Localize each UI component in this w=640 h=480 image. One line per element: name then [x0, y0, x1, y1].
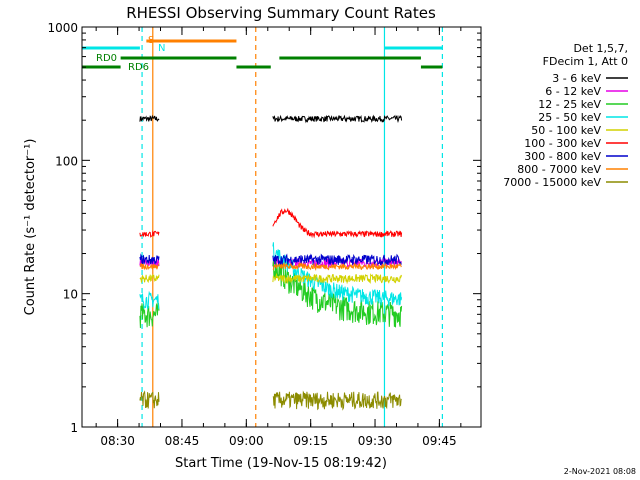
x-axis-label: Start Time (19-Nov-15 08:19:42) [175, 456, 387, 471]
legend-label: 300 - 800 keV [524, 150, 601, 163]
legend-label: 6 - 12 keV [545, 85, 601, 98]
series-line [272, 390, 402, 411]
flag-label-n: N [158, 43, 165, 54]
legend-label: 3 - 6 keV [552, 72, 601, 85]
x-axis-ticks: 08:30 08:45 09:00 09:15 09:30 09:45 [95, 27, 462, 448]
legend-label: 12 - 25 keV [538, 98, 601, 111]
x-tick-label: 08:45 [165, 434, 200, 448]
series-line [272, 253, 402, 266]
x-tick-label: 09:00 [229, 434, 264, 448]
series-line [139, 290, 160, 310]
x-tick-label: 09:45 [422, 434, 457, 448]
y-axis-label: Count Rate (s⁻¹ detector⁻¹) [23, 139, 38, 316]
y-tick-label: 10 [63, 288, 78, 302]
x-tick-label: 09:15 [293, 434, 328, 448]
x-tick-label: 08:30 [100, 434, 135, 448]
series-line [272, 207, 403, 239]
series-line [139, 230, 160, 238]
legend-label: 25 - 50 keV [538, 111, 601, 124]
series-line [272, 258, 403, 328]
series-line [139, 390, 160, 409]
y-tick-label: 1000 [47, 21, 78, 35]
x-tick-label: 09:30 [358, 434, 393, 448]
y-tick-label: 100 [55, 154, 78, 168]
legend-header-line-2: FDecim 1, Att 0 [543, 55, 628, 68]
plot-frame [81, 26, 482, 428]
series-lines [139, 114, 403, 411]
flag-label-rd6: RD6 [128, 62, 149, 73]
flag-label-rd0: RD0 [96, 53, 117, 64]
series-line [272, 114, 403, 124]
series-line [272, 261, 402, 272]
series-line [272, 242, 403, 307]
series-line [272, 272, 403, 285]
series-line [139, 263, 160, 271]
series-line [139, 273, 160, 284]
flag-bars [82, 39, 443, 69]
legend-label: 7000 - 15000 keV [503, 176, 601, 189]
footer-timestamp: 2-Nov-2021 08:08 [564, 467, 636, 476]
series-line [139, 253, 160, 267]
legend-label: 100 - 300 keV [524, 137, 601, 150]
y-axis-ticks: 1 10 100 1000 [47, 21, 481, 435]
flag-label-s: S [148, 35, 154, 46]
series-line [139, 114, 160, 122]
legend-label: 50 - 100 keV [531, 124, 601, 137]
legend-header-line-1: Det 1,5,7, [573, 42, 628, 55]
chart-title: RHESSI Observing Summary Count Rates [126, 4, 436, 22]
legend-label: 800 - 7000 keV [517, 163, 601, 176]
series-line [139, 302, 160, 329]
vertical-markers [141, 27, 443, 427]
y-tick-label: 1 [70, 421, 78, 435]
